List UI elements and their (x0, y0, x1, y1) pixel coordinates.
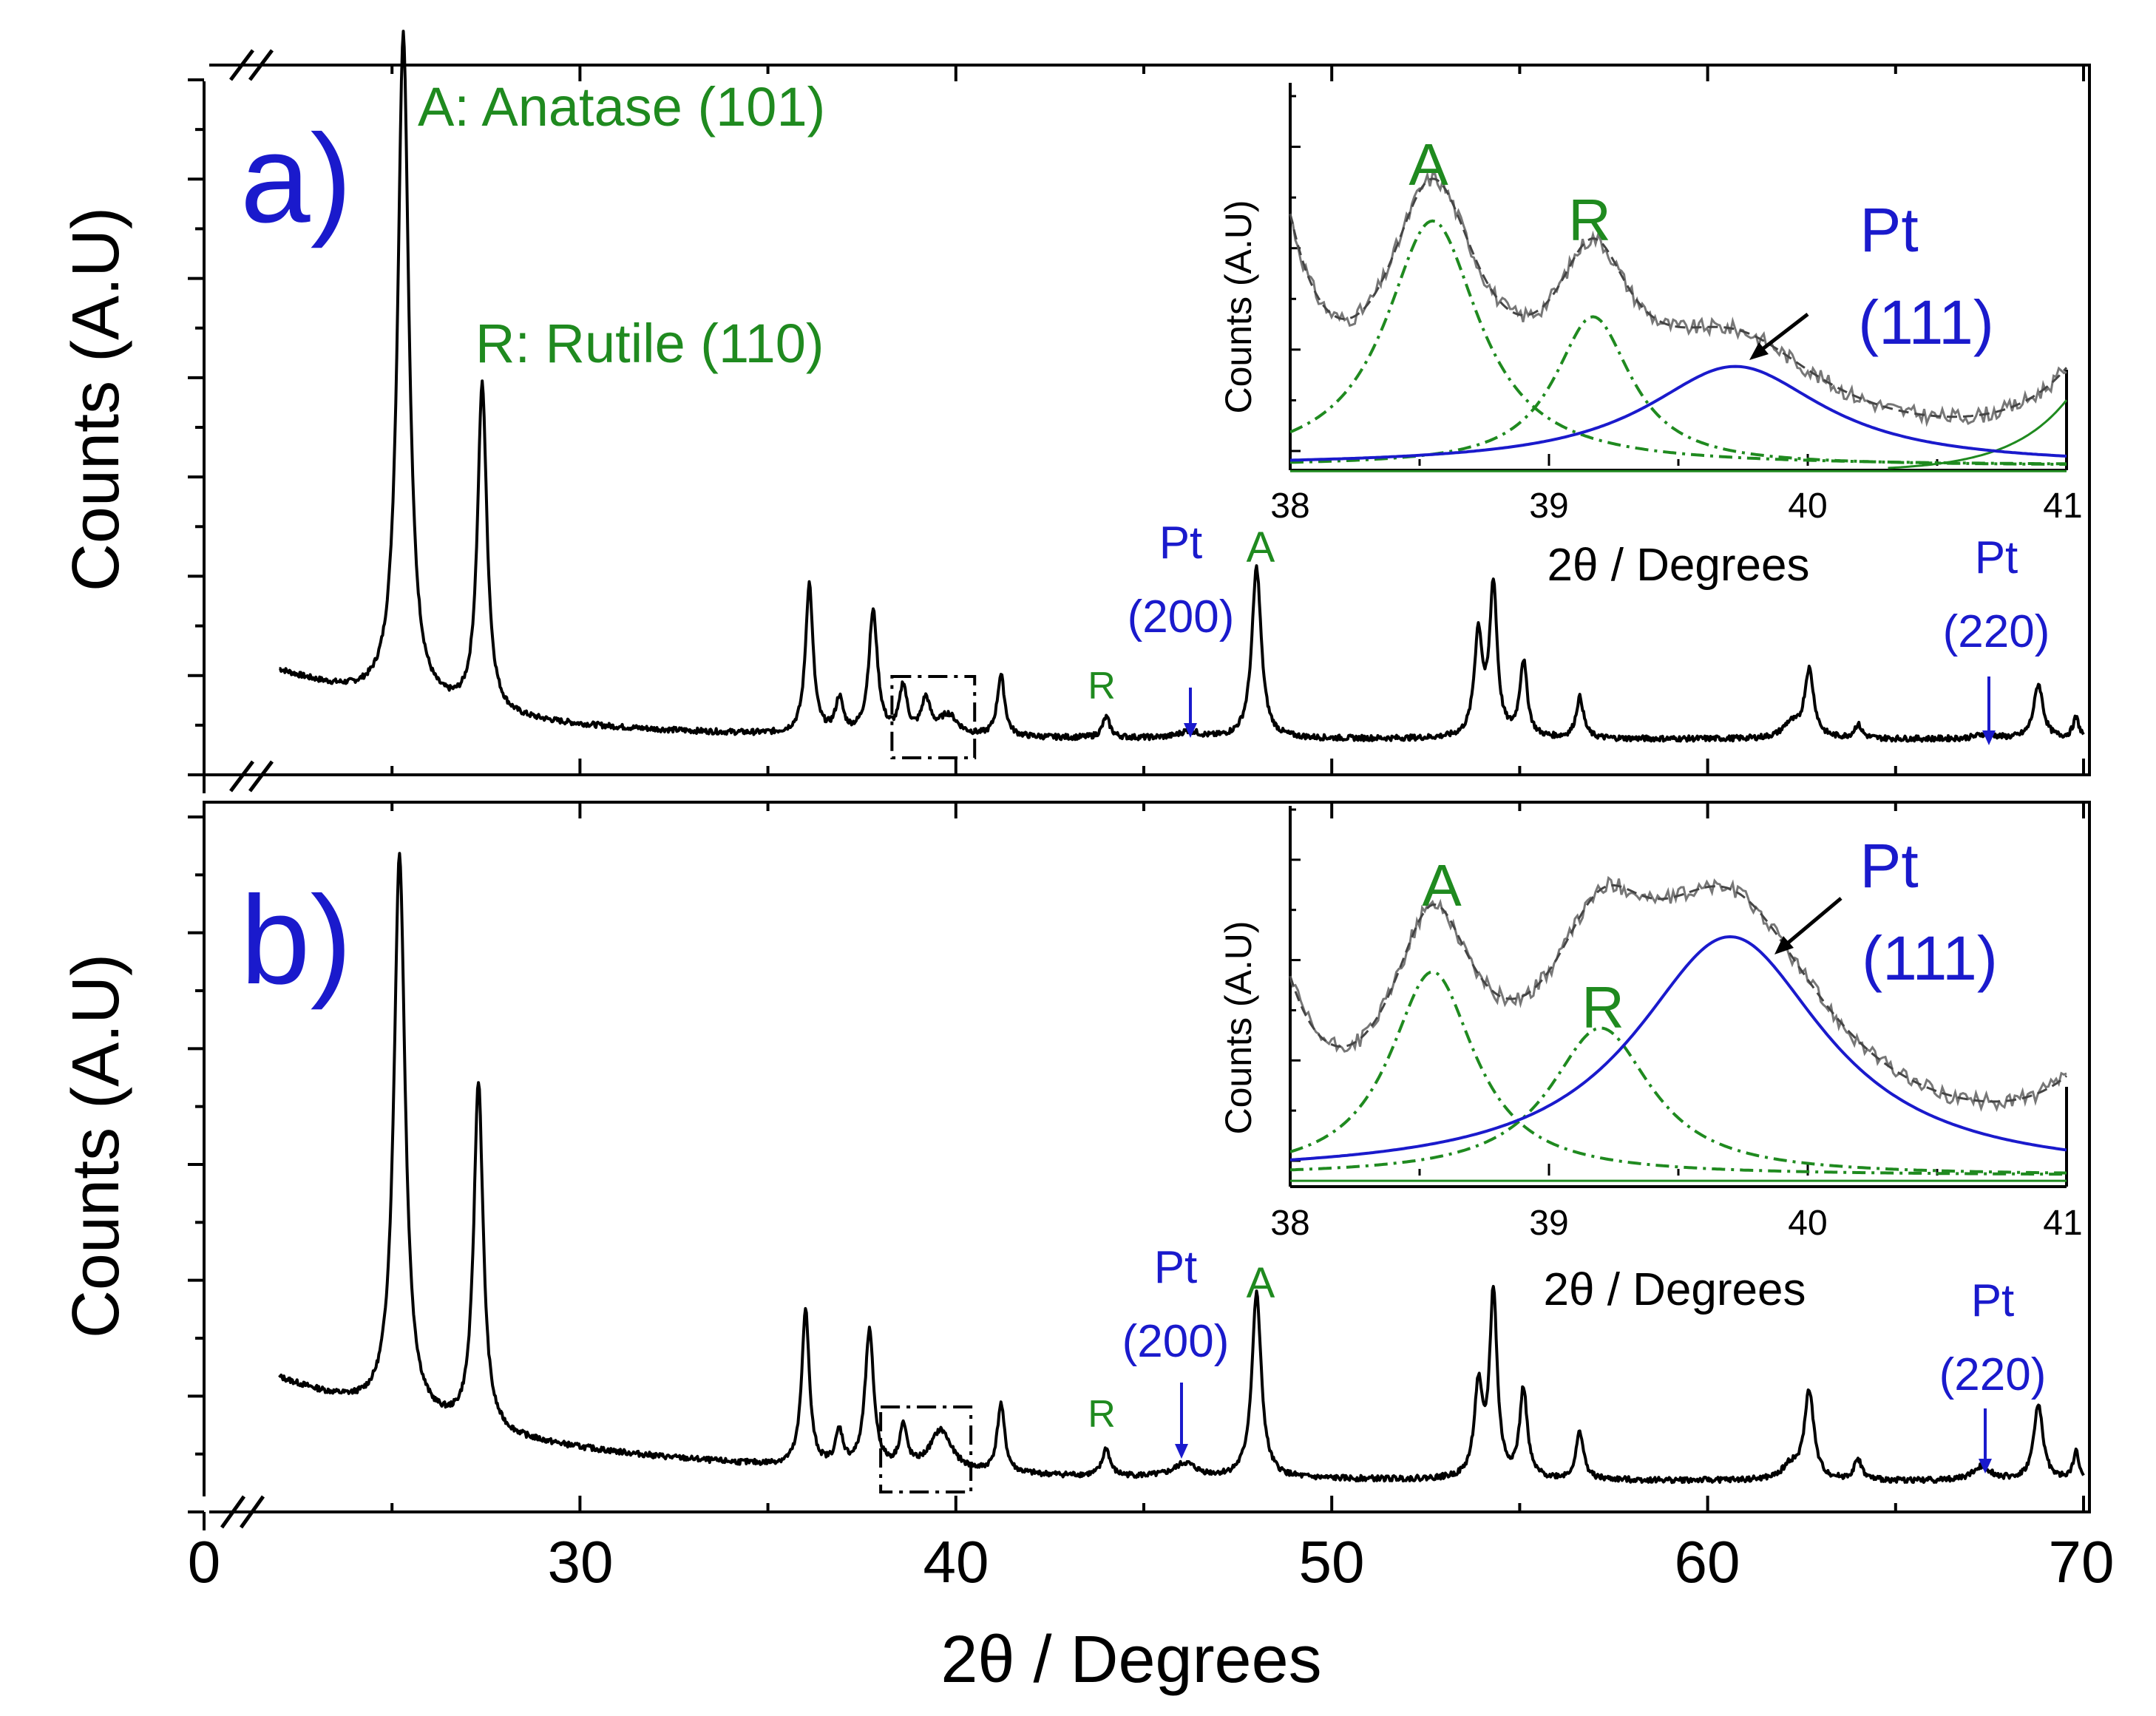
panel-a-y-ticks (188, 78, 204, 776)
panel-a-inset-pointer-arrow (1758, 313, 1809, 353)
panel-b-x-ticks (203, 802, 2085, 1530)
panel-b-y-label: Counts (A.U) (59, 954, 133, 1338)
panel-b-inset-tick-label: 39 (1529, 1204, 1568, 1243)
panel-a-axis-break-mark (248, 760, 274, 793)
panel-a-inset-ticks (1289, 95, 2068, 466)
panel-b-inset-label-R: R (1582, 974, 1624, 1040)
panel-a-pt220-arrowhead (1982, 730, 1996, 745)
panel-b-inset-pointer-arrow (1784, 897, 1843, 946)
panel-a-pt220-label: Pt (1975, 532, 2018, 583)
panel-a-axis-break-mark (229, 49, 254, 81)
panel-b-inset-y-label: Counts (A.U) (1218, 921, 1259, 1135)
panel-a-inset-tick-label: 39 (1529, 486, 1568, 526)
panel-b-inset-label-pt: (111) (1862, 923, 1998, 993)
panel-a-inset-fit-envelope (1289, 177, 2068, 418)
panel-a-label: a) (240, 109, 352, 249)
panel-b: b) R A Pt (200) Pt (220) 38 39 40 41 2θ … (188, 801, 2091, 1530)
panel-b-frame (203, 801, 2091, 1513)
panel-a-inset-y-label: Counts (A.U) (1218, 200, 1259, 414)
panel-a-pt200-label: Pt (1159, 518, 1203, 569)
x-tick-label: 0 (188, 1529, 221, 1595)
panel-a-a-small-label: A (1247, 523, 1275, 572)
panel-a-x-ticks (203, 65, 2085, 793)
panel-a-pt220-label: (220) (1943, 606, 2050, 657)
panel-b-inset-x-label: 2θ / Degrees (1544, 1264, 1806, 1315)
panel-b-pt200-label: (200) (1122, 1316, 1230, 1367)
x-tick-label: 40 (923, 1529, 989, 1595)
panel-b-pt220-arrowhead (1979, 1459, 1992, 1473)
panel-b-pt220-label: (220) (1939, 1349, 2047, 1400)
x-tick-label: 30 (548, 1529, 614, 1595)
panel-a-xrd-curve (279, 30, 2085, 743)
panel-a-inset-x-label: 2θ / Degrees (1547, 540, 1810, 591)
panel-a-highlight-box (890, 675, 977, 759)
panel-a-frame (203, 64, 2091, 776)
x-tick-label: 50 (1299, 1529, 1365, 1595)
panel-b-inset-pointer-arrowhead (1774, 936, 1794, 954)
panel-a-axis-break-mark (229, 760, 254, 793)
panel-a-inset-pointer-arrowhead (1749, 342, 1769, 360)
panel-a-pt200-arrowhead (1184, 723, 1197, 738)
panel-b-a-small-label: A (1247, 1259, 1275, 1307)
panel-a-inset-label-R: R (1568, 187, 1611, 253)
panel-b-inset-measured-curve (1289, 875, 2067, 1112)
x-tick-label: 60 (1675, 1529, 1740, 1595)
panel-a-anatase-label: A: Anatase (101) (418, 76, 825, 138)
panel-b-inset-tick-label: 41 (2043, 1204, 2082, 1243)
panel-a-inset-tick-label: 40 (1788, 486, 1827, 526)
panel-b-inset-tick-label: 40 (1788, 1204, 1827, 1243)
panel-a-inset-tick-label: 38 (1270, 486, 1309, 526)
panel-b-r-small-label: R (1088, 1393, 1116, 1436)
panel-a-r-small-label: R (1088, 665, 1116, 708)
panel-a-y-label: Counts (A.U) (59, 207, 133, 591)
panel-b-inset-pt111-fit (1289, 935, 2067, 1161)
panel-b-inset-label-pt: Pt (1860, 831, 1918, 901)
panel-b-inset-label-A: A (1422, 852, 1462, 918)
panel-b-inset-anatase-fit (1289, 970, 2067, 1176)
panel-a-inset-tick-label: 41 (2043, 486, 2082, 526)
panel-b-pt200-arrowhead (1175, 1444, 1188, 1459)
panel-b-pt220-label: Pt (1971, 1275, 2015, 1326)
panel-a-pt200-label: (200) (1128, 591, 1235, 642)
panel-a-inset-label-A: A (1408, 132, 1448, 197)
panel-a-inset-label-pt: (111) (1858, 288, 1994, 357)
panel-a-inset-edge-rise (1888, 399, 2068, 469)
panel-b-label: b) (240, 870, 352, 1011)
panel-b-inset-rutile-fit (1289, 1026, 2067, 1175)
panel-b-y-ticks (188, 815, 204, 1513)
panel-a-axis-break-mark (248, 49, 274, 81)
panel-b-inset: 38 39 40 41 2θ / Degrees Counts (A.U) A … (1218, 806, 2083, 1315)
panel-b-pt200-label: Pt (1154, 1242, 1198, 1293)
panel-b-highlight-box (879, 1405, 973, 1493)
panel-a-inset: 38 39 40 41 2θ / Degrees Counts (A.U) A … (1218, 83, 2083, 591)
x-tick-label: 70 (2049, 1529, 2115, 1595)
panel-a-inset-rutile-fit (1290, 315, 2067, 467)
panel-a-inset-pt111-fit (1290, 364, 2067, 462)
panel-a-rutile-label: R: Rutile (110) (475, 313, 824, 374)
panel-a-inset-anatase-fit (1289, 219, 2067, 466)
x-axis-label: 2θ / Degrees (940, 1623, 1321, 1697)
panel-b-xrd-curve (278, 852, 2085, 1485)
panel-b-inset-fit-envelope (1289, 884, 2067, 1103)
panel-b-axis-break-mark (220, 1495, 246, 1529)
panel-a: a) A: Anatase (101) R: Rutile (110) R A … (188, 30, 2091, 793)
panel-a-inset-label-pt: Pt (1860, 195, 1918, 265)
panel-b-inset-tick-label: 38 (1270, 1204, 1309, 1243)
panel-b-axis-break-mark (239, 1495, 265, 1529)
